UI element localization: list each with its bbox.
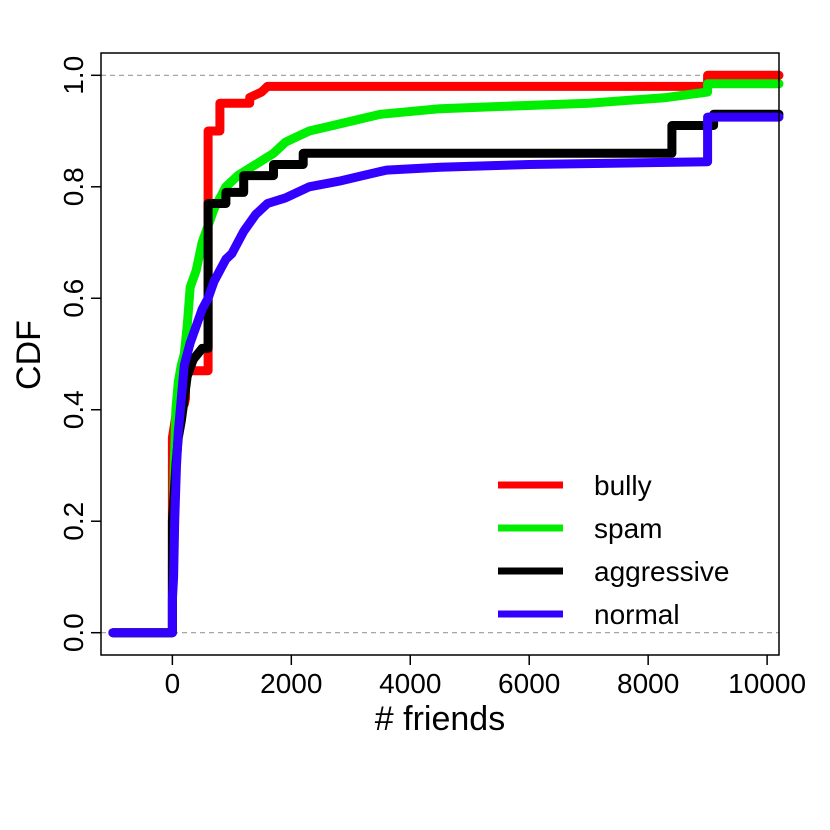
series-line-aggressive [108,109,784,638]
legend-label-bully: bully [594,470,652,501]
legend-label-spam: spam [594,513,662,544]
reference-lines [101,74,779,634]
y-tick-label-3: 0.6 [58,279,89,318]
y-axis: 0.0 0.2 0.4 0.6 0.8 1.0 [58,56,101,652]
plot-frame [100,52,780,656]
y-tick-label-1: 0.2 [58,502,89,541]
x-tick-label-2: 4000 [379,668,441,699]
x-tick-label-4: 8000 [617,668,679,699]
x-tick-label-0: 0 [165,668,181,699]
x-tick-label-3: 6000 [498,668,560,699]
x-axis: 0 2000 4000 6000 8000 10000 [165,655,806,699]
series-line-normal [108,112,784,638]
y-tick-label-5: 1.0 [58,56,89,95]
legend-label-normal: normal [594,599,680,630]
x-tick-label-1: 2000 [260,668,322,699]
y-axis-title: CDF [10,320,48,390]
y-tick-label-0: 0.0 [58,613,89,652]
legend-label-aggressive: aggressive [594,556,729,587]
y-tick-label-2: 0.4 [58,390,89,429]
x-tick-label-5: 10000 [728,668,806,699]
x-axis-title: # friends [375,700,505,738]
y-tick-label-4: 0.8 [58,167,89,206]
series-layer [108,70,784,638]
legend: bully spam aggressive normal [498,470,729,630]
